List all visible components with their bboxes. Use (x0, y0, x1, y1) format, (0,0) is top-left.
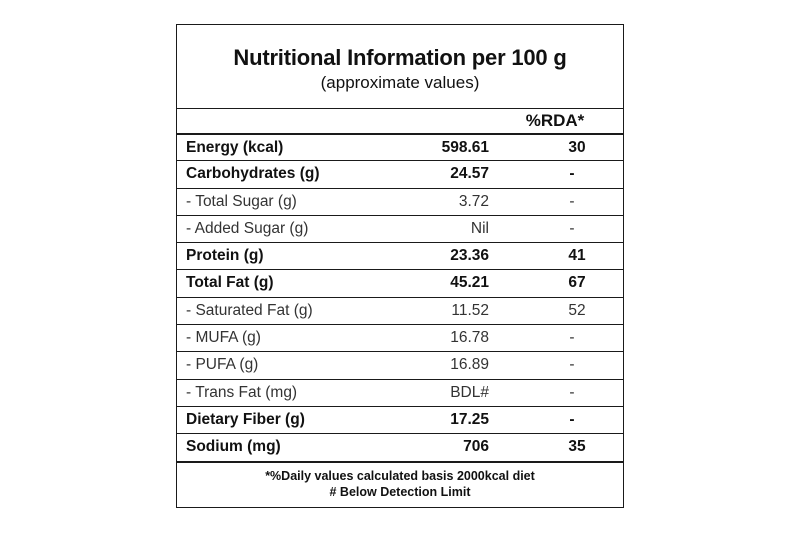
table-row: - Saturated Fat (g) 11.52 52 (177, 296, 623, 324)
nutrient-rda: - (569, 329, 575, 347)
nutrient-value: 3.72 (458, 192, 489, 210)
table-row: Protein (g) 23.36 41 (177, 242, 623, 269)
header-divider (177, 108, 623, 109)
nutrition-table: Energy (kcal) 598.61 30 Carbohydrates (g… (177, 133, 623, 461)
nutrient-label: Total Fat (g) (186, 274, 274, 292)
nutrient-label: - Trans Fat (mg) (186, 383, 298, 401)
table-row: Sodium (mg) 706 35 (177, 433, 623, 460)
panel-subtitle: (approximate values) (320, 73, 480, 92)
table-row: - MUFA (g) 16.78 - (177, 324, 623, 351)
nutrient-label: - Saturated Fat (g) (186, 301, 313, 319)
rda-column-header: %RDA* (525, 111, 585, 130)
nutrient-value: 11.52 (451, 301, 489, 319)
nutrient-label: Dietary Fiber (g) (186, 410, 305, 428)
footnotes: *%Daily values calculated basis 2000kcal… (177, 461, 623, 500)
footnote-bdl: # Below Detection Limit (329, 485, 471, 499)
nutrient-value: 16.89 (450, 356, 489, 374)
panel-title: Nutritional Information per 100 g (233, 45, 567, 70)
nutrient-rda: - (569, 219, 575, 237)
nutrient-rda: - (569, 410, 575, 428)
nutrient-rda: 41 (568, 247, 586, 265)
table-row: Energy (kcal) 598.61 30 (177, 133, 623, 160)
table-row: - Total Sugar (g) 3.72 - (177, 187, 623, 215)
nutrient-rda: 67 (568, 274, 586, 292)
nutrient-label: Sodium (mg) (186, 438, 281, 456)
nutrient-rda: 30 (568, 139, 586, 156)
nutrient-rda: - (569, 165, 575, 183)
nutrient-label: Protein (g) (186, 247, 264, 265)
table-row: - PUFA (g) 16.89 - (177, 351, 623, 378)
nutrient-rda: - (569, 356, 575, 374)
nutrient-value: 24.57 (450, 165, 489, 183)
nutrient-value: 17.25 (450, 410, 489, 428)
nutrient-label: - Added Sugar (g) (186, 219, 309, 237)
nutrition-facts-panel: Nutritional Information per 100 g (appro… (176, 24, 624, 508)
nutrient-value: 706 (463, 438, 489, 456)
nutrient-value: BDL# (450, 383, 489, 401)
table-row: Dietary Fiber (g) 17.25 - (177, 405, 623, 433)
footnote-rda: *%Daily values calculated basis 2000kcal… (265, 469, 535, 483)
nutrient-rda: 52 (568, 301, 586, 319)
nutrient-rda: - (569, 192, 575, 210)
nutrient-value: 23.36 (450, 247, 489, 265)
nutrient-label: Carbohydrates (g) (186, 165, 320, 183)
nutrient-label: - PUFA (g) (186, 356, 259, 374)
nutrient-value: 45.21 (450, 274, 489, 292)
table-row: - Added Sugar (g) Nil - (177, 214, 623, 242)
nutrient-rda: 35 (568, 438, 586, 456)
nutrient-value: 16.78 (450, 329, 489, 347)
table-row: Carbohydrates (g) 24.57 - (177, 160, 623, 187)
nutrient-label: - MUFA (g) (186, 329, 261, 347)
table-row: Total Fat (g) 45.21 67 (177, 269, 623, 296)
nutrient-value: 598.61 (441, 139, 489, 156)
nutrient-value: Nil (470, 219, 489, 237)
table-row: - Trans Fat (mg) BDL# - (177, 378, 623, 406)
nutrient-label: - Total Sugar (g) (186, 192, 297, 210)
nutrient-rda: - (569, 383, 575, 401)
nutrient-label: Energy (kcal) (186, 139, 284, 156)
